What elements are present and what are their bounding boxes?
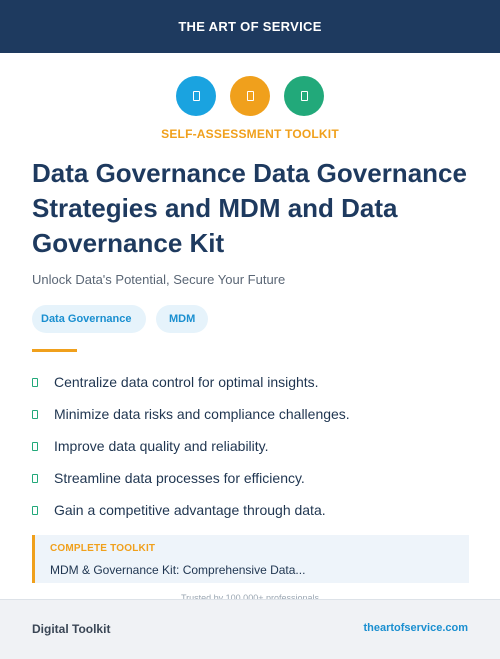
document-icon [176,76,216,116]
accent-divider [32,349,77,352]
check-icon [32,505,38,515]
list-item: Minimize data risks and compliance chall… [32,398,350,430]
document-glyph [246,91,254,101]
toolkit-kicker: SELF-ASSESSMENT TOOLKIT [161,127,339,141]
toolkit-callout[interactable]: COMPLETE TOOLKIT MDM & Governance Kit: C… [32,535,469,583]
document-glyph [300,91,308,101]
footer-label: Digital Toolkit [32,622,111,636]
document-glyph [192,91,200,101]
callout-label: COMPLETE TOOLKIT [50,543,156,554]
list-item: Gain a competitive advantage through dat… [32,494,350,526]
list-item: Streamline data processes for efficiency… [32,462,350,494]
document-icon [230,76,270,116]
list-item-text: Improve data quality and reliability. [54,438,269,454]
tag-data-governance[interactable]: Data Governance [32,305,146,333]
page-title: Data Governance Data Governance Strategi… [32,158,467,258]
icon-row [0,76,500,116]
document-icon [284,76,324,116]
footer: Digital Toolkit theartofservice.com [0,599,500,659]
list-item-text: Gain a competitive advantage through dat… [54,502,326,518]
check-icon [32,409,38,419]
check-icon [32,473,38,483]
check-icon [32,377,38,387]
list-item: Centralize data control for optimal insi… [32,366,350,398]
top-banner: THE ART OF SERVICE [0,0,500,53]
footer-link[interactable]: theartofservice.com [363,622,468,634]
list-item-text: Streamline data processes for efficiency… [54,470,305,486]
check-icon [32,441,38,451]
brand-name: THE ART OF SERVICE [178,19,322,34]
callout-text: MDM & Governance Kit: Comprehensive Data… [50,563,306,577]
trusted-note: Trusted by 100,000+ professionals [180,593,319,599]
list-item-text: Minimize data risks and compliance chall… [54,406,350,422]
subtitle: Unlock Data's Potential, Secure Your Fut… [32,272,286,287]
list-item: Improve data quality and reliability. [32,430,350,462]
tag-mdm[interactable]: MDM [156,305,209,333]
benefit-list: Centralize data control for optimal insi… [32,366,350,526]
tag-list: Data Governance MDM [32,305,209,333]
list-item-text: Centralize data control for optimal insi… [54,374,319,390]
